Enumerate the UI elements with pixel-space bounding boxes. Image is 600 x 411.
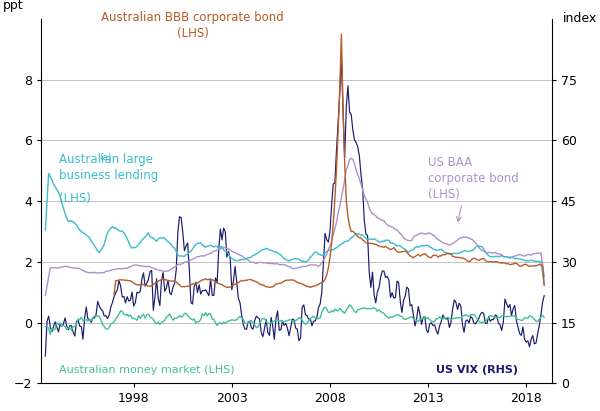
Y-axis label: ppt: ppt	[3, 0, 23, 12]
Y-axis label: index: index	[563, 12, 597, 25]
Text: (LHS): (LHS)	[59, 192, 91, 205]
Text: Australian large
business lending: Australian large business lending	[59, 152, 158, 182]
Text: (a): (a)	[100, 153, 112, 162]
Text: US VIX (RHS): US VIX (RHS)	[436, 365, 518, 375]
Text: US BAA
corporate bond
(LHS): US BAA corporate bond (LHS)	[428, 156, 519, 222]
Text: Australian BBB corporate bond
(LHS): Australian BBB corporate bond (LHS)	[101, 11, 284, 40]
Text: Australian money market (LHS): Australian money market (LHS)	[59, 365, 235, 375]
